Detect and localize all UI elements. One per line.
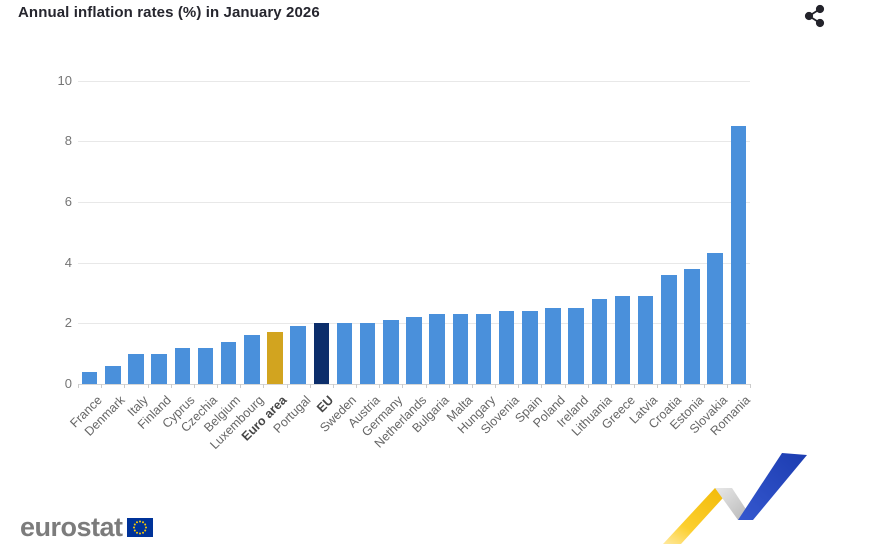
bar-estonia[interactable] bbox=[684, 268, 700, 384]
y-axis-tick-label: 4 bbox=[64, 254, 72, 270]
bar-euro-area[interactable] bbox=[267, 332, 283, 384]
bar-italy[interactable] bbox=[128, 353, 144, 384]
x-axis-tick bbox=[564, 384, 566, 388]
x-axis-tick bbox=[680, 384, 682, 388]
bar-luxembourg[interactable] bbox=[244, 335, 260, 384]
x-axis-tick bbox=[101, 384, 103, 388]
x-axis-tick bbox=[170, 384, 172, 388]
eu-flag-icon bbox=[126, 517, 153, 537]
bar-france[interactable] bbox=[81, 371, 98, 384]
x-axis-tick bbox=[217, 384, 219, 388]
x-axis-tick bbox=[309, 384, 311, 388]
share-icon bbox=[804, 4, 824, 28]
y-axis-tick-label: 0 bbox=[64, 376, 72, 391]
bar-malta[interactable] bbox=[452, 314, 469, 384]
x-axis-tick bbox=[332, 384, 334, 388]
x-axis-tick bbox=[471, 384, 473, 388]
eurostat-logo: eurostat bbox=[20, 512, 153, 542]
bar-spain[interactable] bbox=[522, 311, 538, 384]
x-axis-tick bbox=[379, 384, 381, 388]
x-axis-tick bbox=[495, 384, 497, 388]
chart-title: Annual inflation rates (%) in January 20… bbox=[18, 4, 320, 21]
share-button[interactable] bbox=[801, 2, 827, 30]
x-axis-tick bbox=[402, 384, 404, 388]
x-axis-tick bbox=[750, 384, 751, 388]
gridline-y-0 bbox=[78, 384, 750, 385]
x-axis-tick bbox=[78, 384, 79, 388]
y-axis-tick-label: 8 bbox=[64, 133, 72, 149]
gridline-y-6 bbox=[78, 201, 750, 203]
x-axis-tick bbox=[610, 384, 612, 388]
bar-greece[interactable] bbox=[614, 295, 631, 384]
x-axis-tick bbox=[448, 384, 450, 388]
x-axis-tick bbox=[193, 384, 195, 388]
bar-denmark[interactable] bbox=[105, 365, 121, 384]
eurostat-logo-text: eurostat bbox=[20, 512, 123, 542]
gridline-y-10 bbox=[78, 80, 750, 82]
x-axis-tick bbox=[587, 384, 589, 388]
x-axis-tick bbox=[518, 384, 520, 388]
x-axis-tick bbox=[356, 384, 358, 388]
bar-romania[interactable] bbox=[730, 126, 747, 384]
x-axis-tick bbox=[286, 384, 288, 388]
gridline-y-8 bbox=[78, 141, 750, 143]
gridline-y-4 bbox=[78, 262, 750, 264]
bar-finland[interactable] bbox=[151, 353, 167, 384]
bar-austria[interactable] bbox=[359, 323, 376, 384]
bar-poland[interactable] bbox=[545, 308, 561, 384]
bar-belgium[interactable] bbox=[220, 341, 237, 384]
bar-sweden[interactable] bbox=[336, 323, 353, 384]
bar-hungary[interactable] bbox=[475, 314, 492, 384]
bar-czechia[interactable] bbox=[197, 347, 214, 384]
bar-cyprus[interactable] bbox=[174, 347, 191, 384]
bar-latvia[interactable] bbox=[637, 295, 654, 384]
y-axis-tick-label: 2 bbox=[64, 315, 72, 331]
bar-slovenia[interactable] bbox=[498, 311, 515, 384]
bar-lithuania[interactable] bbox=[591, 299, 608, 384]
x-axis-tick bbox=[657, 384, 659, 388]
x-axis-tick bbox=[541, 384, 543, 388]
bar-netherlands[interactable] bbox=[406, 317, 422, 384]
bar-croatia[interactable] bbox=[661, 274, 677, 384]
bar-eu[interactable] bbox=[313, 323, 330, 384]
bar-germany[interactable] bbox=[383, 320, 399, 384]
x-axis-tick bbox=[726, 384, 728, 388]
y-axis-tick-label: 10 bbox=[57, 72, 72, 88]
eurostat-ribbon-graphic bbox=[663, 453, 807, 544]
x-axis-tick bbox=[147, 384, 149, 388]
bar-portugal[interactable] bbox=[290, 326, 306, 384]
y-axis-tick-label: 6 bbox=[64, 193, 72, 209]
bar-bulgaria[interactable] bbox=[429, 314, 445, 384]
x-axis-tick bbox=[124, 384, 126, 388]
bar-slovakia[interactable] bbox=[707, 253, 723, 384]
bar-ireland[interactable] bbox=[568, 308, 584, 384]
x-axis-tick bbox=[703, 384, 705, 388]
x-axis-tick bbox=[263, 384, 265, 388]
x-axis-tick bbox=[634, 384, 636, 388]
x-axis-tick bbox=[425, 384, 427, 388]
x-axis-tick bbox=[240, 384, 242, 388]
